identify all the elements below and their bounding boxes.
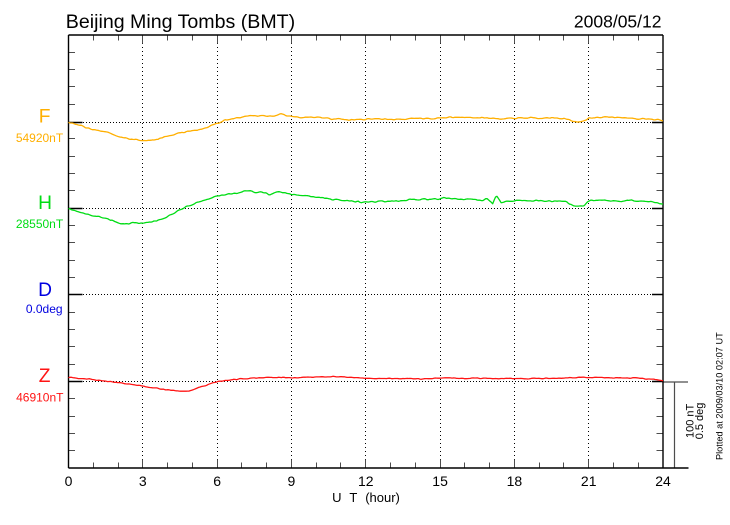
svg-text:2008/05/12: 2008/05/12 xyxy=(574,12,662,32)
svg-text:Plotted at 2009/03/10 02:07 UT: Plotted at 2009/03/10 02:07 UT xyxy=(715,332,725,460)
svg-text:F: F xyxy=(39,106,51,127)
svg-text:9: 9 xyxy=(288,473,296,489)
svg-text:46910nT: 46910nT xyxy=(16,391,64,405)
svg-text:D: D xyxy=(38,280,52,301)
svg-text:3: 3 xyxy=(139,473,147,489)
svg-text:6: 6 xyxy=(213,473,221,489)
svg-text:0.5 deg: 0.5 deg xyxy=(694,403,706,440)
svg-text:Beijing Ming Tombs (BMT): Beijing Ming Tombs (BMT) xyxy=(66,11,295,33)
svg-text:21: 21 xyxy=(581,473,597,489)
svg-text:18: 18 xyxy=(507,473,523,489)
svg-text:100 nT: 100 nT xyxy=(685,403,697,438)
svg-text:H: H xyxy=(38,193,52,214)
svg-text:15: 15 xyxy=(432,473,448,489)
svg-text:0: 0 xyxy=(65,473,73,489)
svg-text:54920nT: 54920nT xyxy=(16,131,64,145)
svg-text:12: 12 xyxy=(358,473,374,489)
svg-text:24: 24 xyxy=(655,473,671,489)
svg-text:28550nT: 28550nT xyxy=(16,217,64,231)
svg-text:Z: Z xyxy=(39,366,51,387)
svg-text:U T (hour): U T (hour) xyxy=(332,490,400,505)
svg-text:0.0deg: 0.0deg xyxy=(26,302,63,316)
